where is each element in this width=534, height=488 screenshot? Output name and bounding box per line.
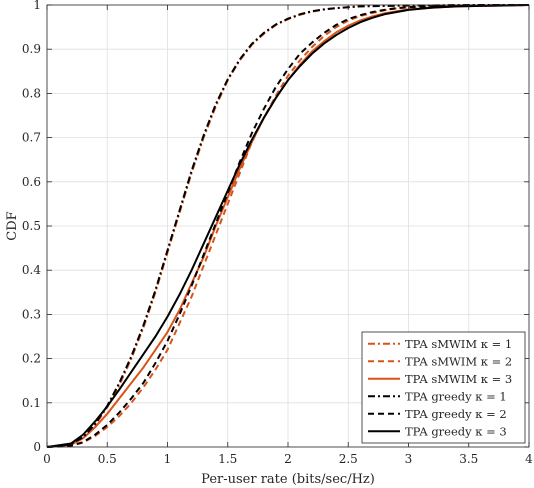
- y-axis-label: CDF: [5, 211, 20, 240]
- series-lines: [46, 4, 530, 448]
- y-tick-label: 0.5: [22, 219, 41, 233]
- series-line-5: [46, 4, 530, 448]
- axis-ticks: 0 0.5 1 1.5 2 2.5 3 3.5 4 0 0.1 0.2 0.3 0.4 0.5 0.6 0.7 0…: [22, 0, 533, 466]
- x-tick-label: 1.5: [218, 452, 237, 466]
- legend-label: TPA greedy κ = 3: [405, 424, 507, 438]
- y-tick-label: 0.3: [22, 307, 41, 321]
- series-line-6: [46, 4, 530, 448]
- legend-label: TPA sMWIM κ = 2: [405, 354, 512, 368]
- y-tick-label: 0.6: [22, 175, 41, 189]
- x-tick-label: 3: [405, 452, 413, 466]
- y-tick-label: 0.8: [22, 86, 41, 100]
- y-tick-label: 1: [33, 0, 41, 12]
- x-tick-label: 2: [284, 452, 292, 466]
- legend-label: TPA sMWIM κ = 3: [405, 372, 512, 386]
- y-tick-label: 0: [33, 440, 41, 454]
- x-tick-label: 0.5: [98, 452, 117, 466]
- x-tick-label: 2.5: [339, 452, 358, 466]
- y-tick-label: 0.7: [22, 131, 41, 145]
- series-line-4: [46, 4, 529, 448]
- legend-label: TPA greedy κ = 1: [405, 389, 507, 403]
- x-tick-label: 0: [43, 452, 51, 466]
- x-tick-label: 3.5: [459, 452, 478, 466]
- y-tick-label: 0.4: [22, 263, 41, 277]
- x-axis-label: Per-user rate (bits/sec/Hz): [201, 472, 375, 487]
- legend: TPA sMWIM κ = 1 TPA sMWIM κ = 2 TPA sMWIM …: [361, 331, 526, 444]
- legend-label: TPA sMWIM κ = 1: [405, 337, 512, 351]
- y-tick-label: 0.2: [22, 352, 41, 366]
- y-tick-label: 0.9: [22, 42, 41, 56]
- legend-box: [361, 331, 526, 444]
- x-tick-label: 1: [164, 452, 172, 466]
- y-tick-label: 0.1: [22, 396, 41, 410]
- legend-label: TPA greedy κ = 2: [405, 407, 507, 421]
- x-tick-label: 4: [525, 452, 533, 466]
